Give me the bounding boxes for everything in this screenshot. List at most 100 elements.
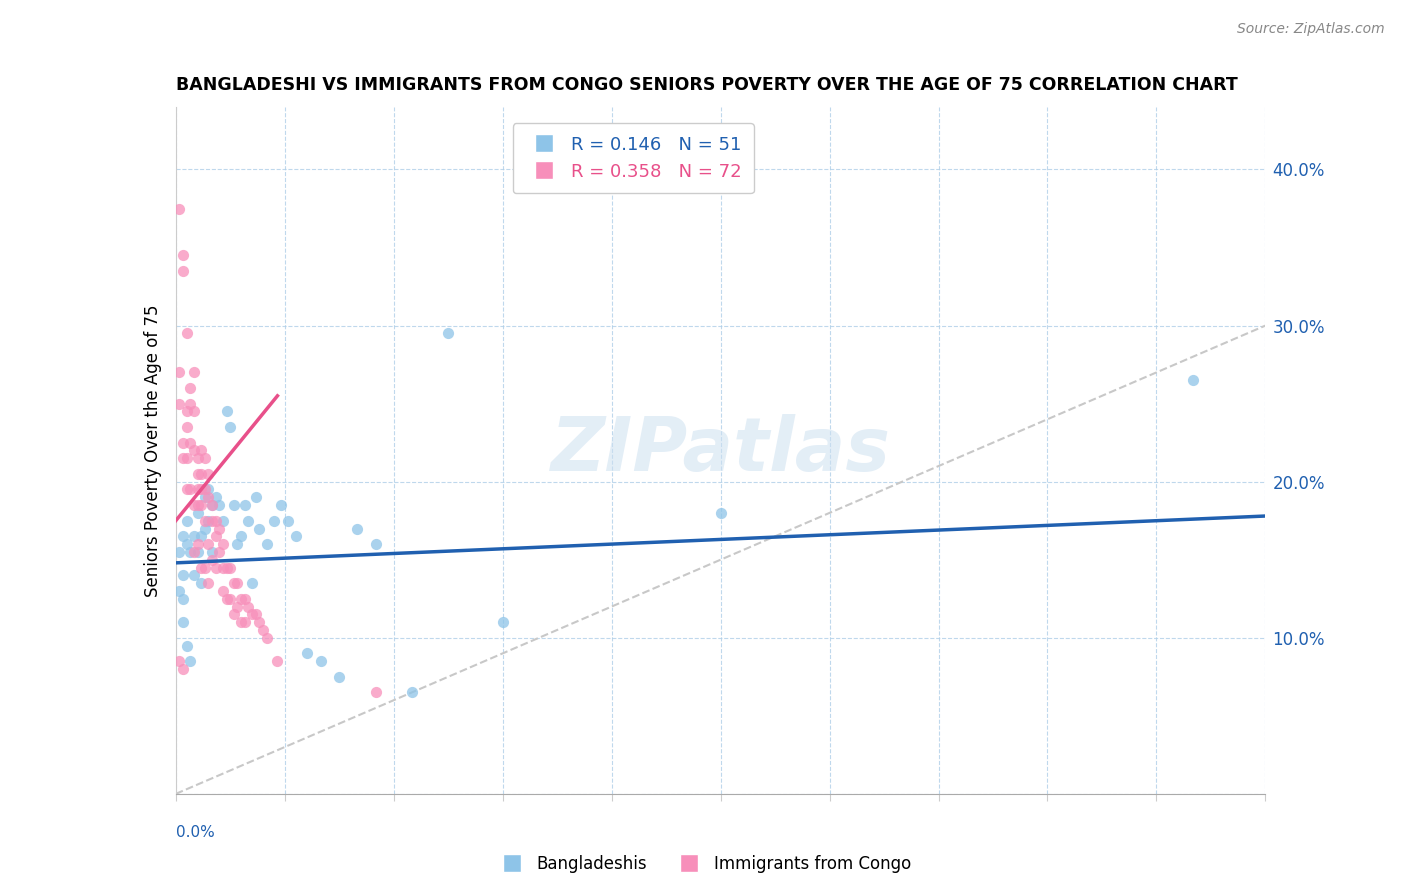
Point (186, 537, 209, 551)
Point (176, 420, 198, 434)
Point (194, 490, 217, 504)
Point (190, 529, 212, 543)
Point (197, 576, 219, 591)
Point (1181, 373, 1204, 387)
Point (197, 490, 219, 504)
Point (179, 654, 201, 668)
Point (172, 568, 194, 582)
Point (226, 537, 249, 551)
Point (172, 662, 194, 676)
Point (252, 623, 274, 637)
Point (245, 607, 267, 622)
Point (194, 560, 217, 574)
Point (201, 514, 224, 528)
Point (172, 615, 194, 630)
Point (183, 545, 205, 559)
Point (204, 529, 226, 543)
Point (256, 537, 278, 551)
Point (201, 498, 224, 512)
Legend: Bangladeshis, Immigrants from Congo: Bangladeshis, Immigrants from Congo (488, 848, 918, 880)
Point (194, 521, 217, 535)
Point (256, 631, 278, 645)
Point (233, 591, 256, 606)
Point (266, 654, 288, 668)
Point (263, 514, 285, 528)
Point (219, 591, 242, 606)
Point (212, 560, 235, 574)
Point (231, 591, 253, 606)
Point (172, 451, 194, 466)
Point (169, 202, 191, 216)
Text: BANGLADESHI VS IMMIGRANTS FROM CONGO SENIORS POVERTY OVER THE AGE OF 75 CORRELAT: BANGLADESHI VS IMMIGRANTS FROM CONGO SEN… (176, 77, 1237, 95)
Point (179, 545, 201, 559)
Point (222, 498, 245, 512)
Point (401, 685, 423, 699)
Point (169, 583, 191, 598)
Point (309, 654, 332, 668)
Point (245, 490, 267, 504)
Point (233, 498, 256, 512)
Point (492, 615, 515, 630)
Point (183, 568, 205, 582)
Point (238, 599, 260, 614)
Point (197, 483, 219, 497)
Point (346, 521, 368, 535)
Point (364, 685, 387, 699)
Point (247, 521, 270, 535)
Point (226, 576, 249, 591)
Point (215, 591, 238, 606)
Point (176, 451, 198, 466)
Point (194, 514, 217, 528)
Point (172, 248, 194, 262)
Point (212, 583, 235, 598)
Point (190, 443, 212, 458)
Point (240, 576, 263, 591)
Y-axis label: Seniors Poverty Over the Age of 75: Seniors Poverty Over the Age of 75 (143, 304, 162, 597)
Point (270, 498, 292, 512)
Point (179, 435, 201, 450)
Point (186, 498, 209, 512)
Point (219, 560, 242, 574)
Point (295, 646, 318, 660)
Point (169, 396, 191, 410)
Text: Source: ZipAtlas.com: Source: ZipAtlas.com (1237, 22, 1385, 37)
Point (190, 467, 212, 481)
Point (212, 537, 235, 551)
Point (222, 576, 245, 591)
Point (238, 514, 260, 528)
Point (204, 560, 226, 574)
Point (179, 483, 201, 497)
Point (183, 529, 205, 543)
Point (277, 514, 299, 528)
Point (364, 537, 387, 551)
Point (186, 506, 209, 520)
Point (328, 670, 350, 684)
Point (176, 514, 198, 528)
Point (194, 451, 217, 466)
Point (208, 521, 231, 535)
Point (176, 483, 198, 497)
Point (240, 607, 263, 622)
Point (186, 467, 209, 481)
Point (197, 537, 219, 551)
Point (183, 443, 205, 458)
Point (190, 498, 212, 512)
Point (201, 498, 224, 512)
Point (201, 545, 224, 559)
Point (197, 467, 219, 481)
Point (176, 537, 198, 551)
Point (172, 591, 194, 606)
Point (247, 615, 270, 630)
Point (169, 366, 191, 380)
Point (176, 326, 198, 341)
Point (231, 615, 253, 630)
Point (284, 529, 307, 543)
Point (233, 615, 256, 630)
Point (179, 396, 201, 410)
Point (197, 514, 219, 528)
Point (208, 545, 231, 559)
Point (186, 483, 209, 497)
Point (186, 545, 209, 559)
Point (172, 264, 194, 278)
Point (169, 654, 191, 668)
